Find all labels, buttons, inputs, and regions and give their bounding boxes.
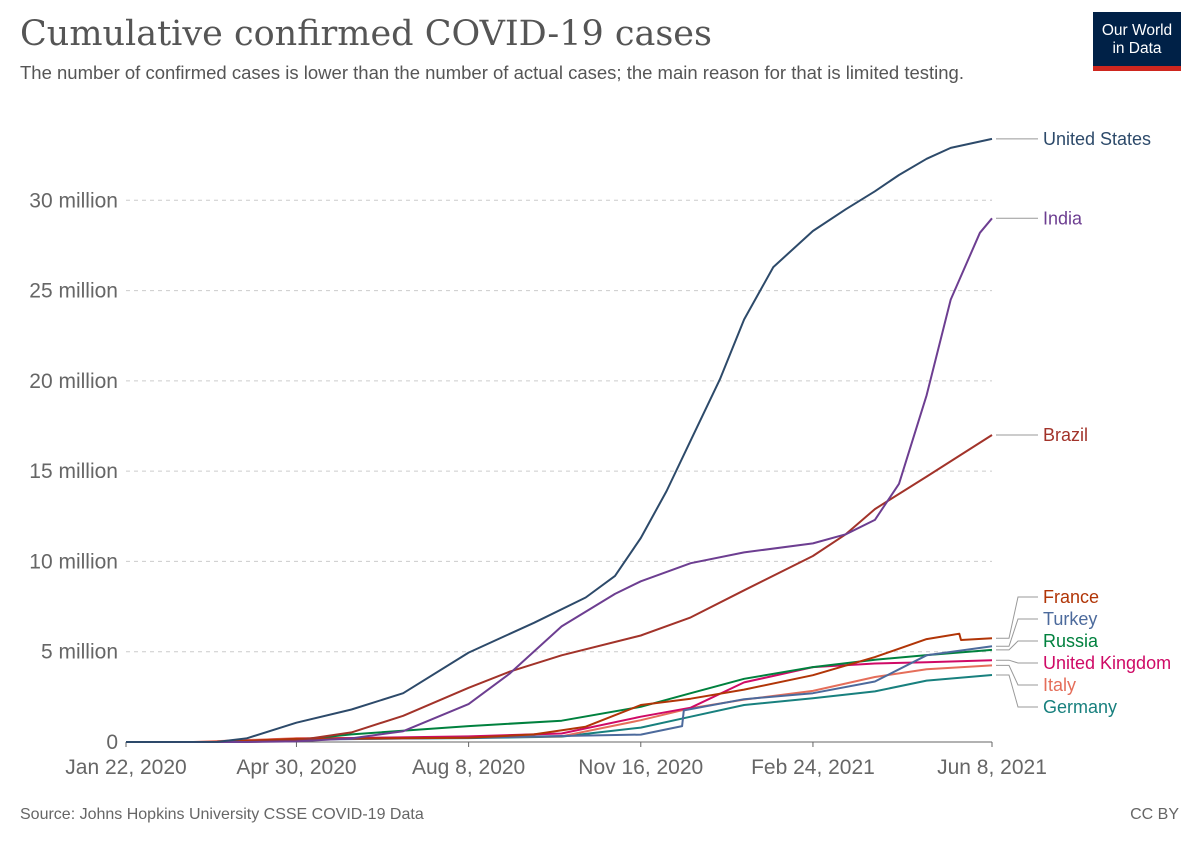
owid-logo[interactable]: Our World in Data [1093,12,1181,71]
leader-line-russia [996,640,1038,651]
chart-title: Cumulative confirmed COVID-19 cases [20,14,712,54]
license-label[interactable]: CC BY [1130,806,1179,823]
series-line-united-states [125,137,993,743]
leader-line-germany [996,674,1038,708]
series-line-france [125,632,993,743]
series-lines [125,137,993,743]
y-tick-label: 25 million [29,280,118,303]
series-label-united-kingdom: United Kingdom [1043,653,1171,673]
series-label-france: France [1043,587,1099,607]
series-label-italy: Italy [1043,675,1076,695]
source-note[interactable]: Source: Johns Hopkins University CSSE CO… [20,806,424,823]
series-label-russia: Russia [1043,631,1099,651]
gridlines [126,199,992,653]
axes: 0 5 million 10 million 15 million 20 million… [29,189,1047,779]
series-line-germany [125,674,993,743]
leader-line-turkey [996,618,1038,647]
logo-line-2: in Data [1112,40,1162,57]
x-tick-label: Nov 16, 2020 [578,756,703,779]
y-tick-label: 20 million [29,370,118,393]
series-label-brazil: Brazil [1043,425,1088,445]
x-tick-label: Feb 24, 2021 [751,756,875,779]
y-tick-label: 0 [106,731,118,754]
series-label-germany: Germany [1043,697,1117,717]
y-tick-label: 5 million [41,641,118,664]
x-tick-label: Aug 8, 2020 [412,756,525,779]
y-tick-label: 30 million [29,189,118,212]
x-tick-label: Jan 22, 2020 [65,756,186,779]
leader-line-italy [996,664,1038,686]
series-label-united-states: United States [1043,129,1151,149]
series-line-india [126,217,993,743]
y-tick-label: 10 million [29,550,118,573]
series-label-india: India [1043,208,1083,228]
y-tick-label: 15 million [29,460,118,483]
x-tick-label: Apr 30, 2020 [236,756,356,779]
logo-line-1: Our World [1101,22,1173,39]
series-labels: United States India Brazil FranceTurkeyRuss… [996,129,1171,717]
leader-line-united-kingdom [996,659,1038,664]
leader-line-france [996,596,1038,639]
series-label-turkey: Turkey [1043,609,1097,629]
chart-subtitle: The number of confirmed cases is lower t… [20,62,964,83]
series-line-brazil [125,434,993,743]
x-tick-label: Jun 8, 2021 [937,756,1047,779]
